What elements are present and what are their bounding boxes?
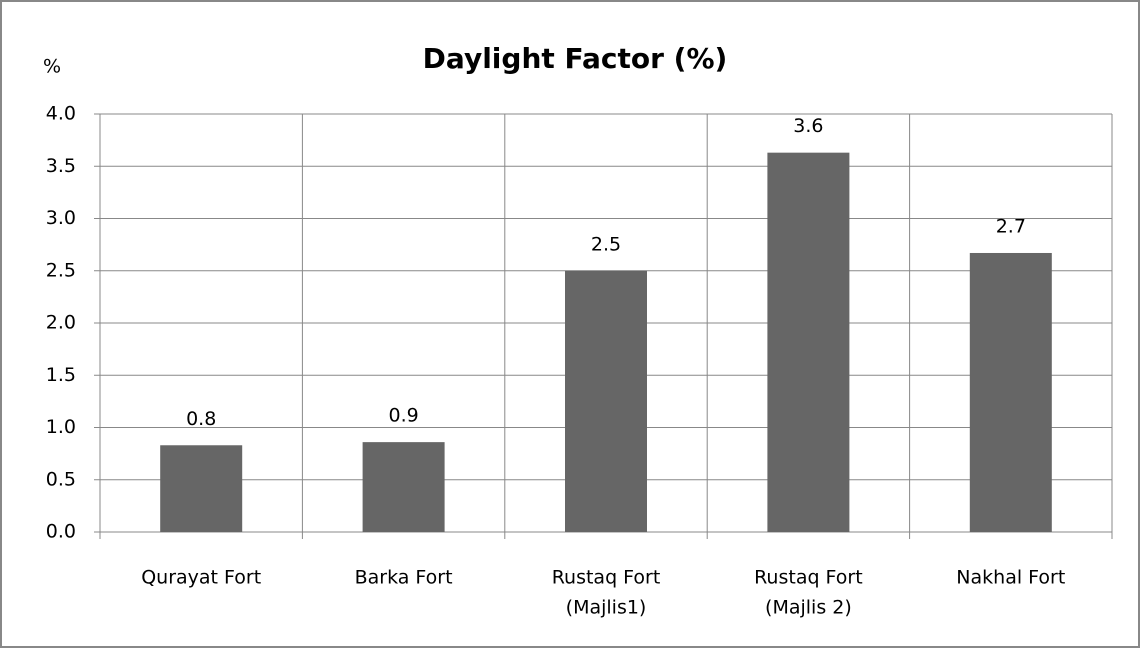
y-tick-label: 3.0	[46, 207, 76, 229]
bar	[362, 442, 445, 532]
y-tick-label: 2.5	[46, 259, 76, 281]
data-label: 3.6	[793, 115, 823, 137]
y-tick-label: 1.0	[46, 416, 76, 438]
y-axis-label: %	[43, 56, 61, 78]
y-tick-label: 3.5	[46, 155, 76, 177]
bar	[565, 270, 647, 532]
data-label: 0.8	[186, 408, 216, 430]
x-tick-label: (Majlis 2)	[765, 597, 852, 619]
y-tick-label: 0.0	[46, 521, 76, 543]
data-label: 0.9	[388, 405, 418, 427]
x-tick-label: Rustaq Fort	[552, 567, 661, 589]
x-tick-label: (Majlis1)	[566, 597, 647, 619]
data-label: 2.5	[591, 233, 621, 255]
y-tick-label: 0.5	[46, 468, 76, 490]
bar	[767, 152, 850, 533]
data-label: 2.7	[996, 215, 1026, 237]
chart-title: Daylight Factor (%)	[423, 42, 728, 75]
bar	[969, 252, 1052, 533]
x-tick-label: Qurayat Fort	[141, 567, 261, 589]
bar	[160, 445, 243, 532]
y-tick-label: 2.0	[46, 312, 76, 334]
y-tick-label: 4.0	[46, 103, 76, 125]
x-tick-label: Nakhal Fort	[956, 567, 1065, 589]
y-tick-label: 1.5	[46, 364, 76, 386]
x-tick-label: Rustaq Fort	[754, 567, 863, 589]
x-tick-label: Barka Fort	[355, 567, 453, 589]
